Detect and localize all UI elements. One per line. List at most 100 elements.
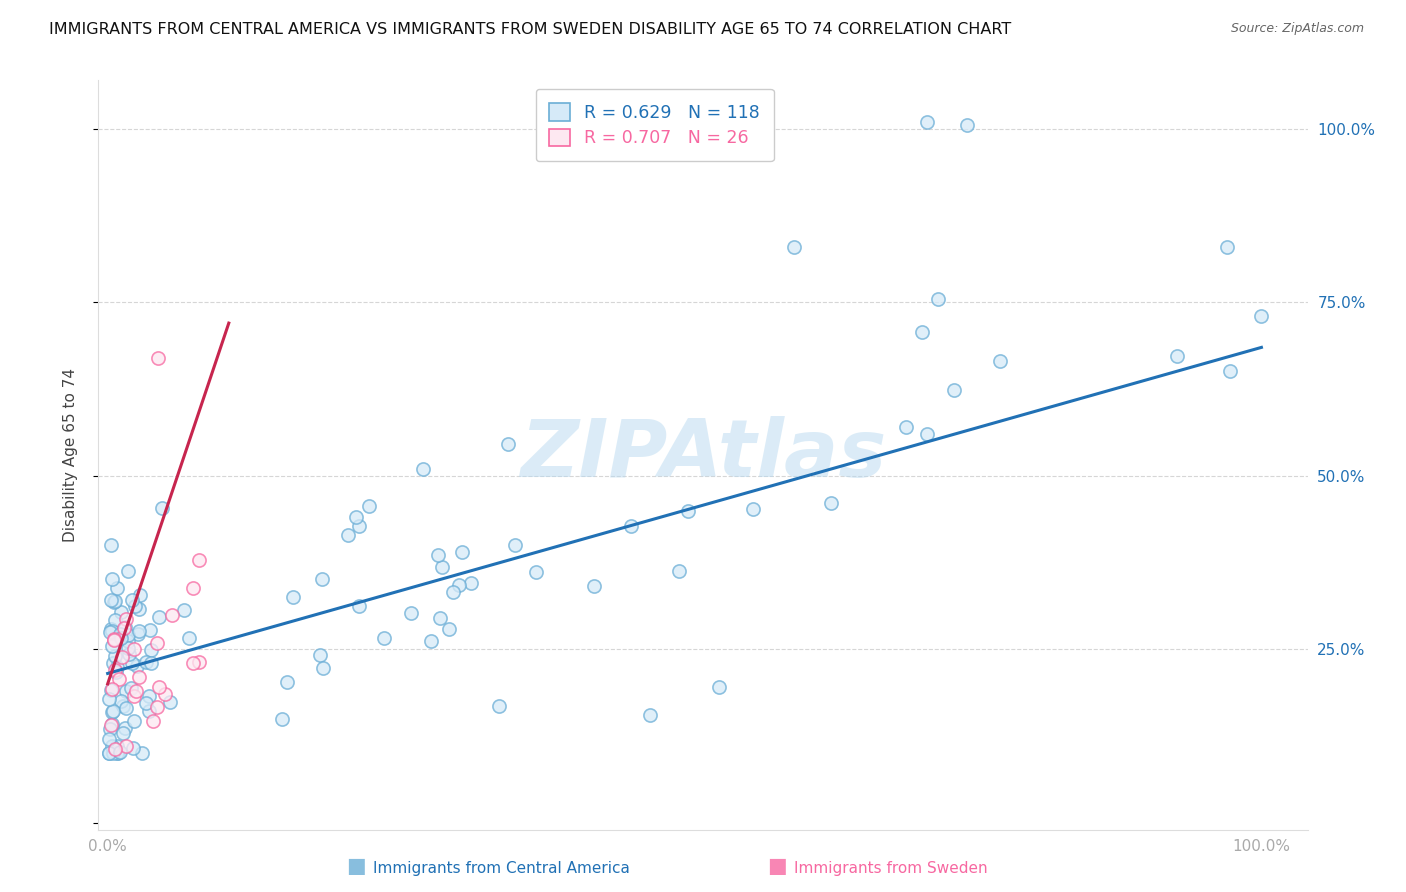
Point [344, 510, 367, 524]
Point [145, 636, 167, 650]
Point [181, 581, 204, 595]
Point [103, 594, 125, 608]
Point [121, 741, 143, 756]
Point [121, 656, 143, 670]
Point [105, 746, 128, 760]
Text: IMMIGRANTS FROM CENTRAL AMERICA VS IMMIGRANTS FROM SWEDEN DISABILITY AGE 65 TO 7: IMMIGRANTS FROM CENTRAL AMERICA VS IMMIG… [49, 22, 1011, 37]
Point [188, 552, 211, 566]
Point [1219, 364, 1241, 378]
Point [399, 606, 422, 620]
Point [98, 723, 121, 737]
Point [488, 698, 510, 713]
Point [131, 746, 153, 760]
Point [1216, 240, 1239, 254]
Point [98, 746, 121, 760]
Point [956, 119, 979, 133]
Point [104, 663, 127, 677]
Point [153, 687, 176, 701]
Point [124, 689, 146, 703]
Point [1250, 309, 1272, 323]
Point [347, 599, 370, 613]
Point [101, 624, 124, 638]
Point [441, 584, 464, 599]
Point [148, 610, 170, 624]
Point [620, 518, 643, 533]
Point [108, 627, 131, 641]
Point [97, 746, 120, 760]
Text: Immigrants from Central America: Immigrants from Central America [373, 861, 630, 876]
Point [98, 731, 121, 746]
Point [115, 700, 138, 714]
Point [676, 504, 699, 518]
Point [308, 648, 330, 662]
Point [707, 681, 730, 695]
Point [115, 627, 138, 641]
Text: Immigrants from Sweden: Immigrants from Sweden [794, 861, 988, 876]
Point [911, 326, 934, 340]
Point [125, 658, 148, 673]
Point [276, 674, 298, 689]
Point [437, 622, 460, 636]
Point [100, 683, 122, 698]
Text: ZIPAtlas: ZIPAtlas [520, 416, 886, 494]
Point [524, 565, 547, 579]
Point [281, 591, 304, 605]
Point [181, 657, 204, 671]
Point [101, 704, 124, 718]
Point [128, 624, 150, 639]
Point [139, 643, 162, 657]
Point [100, 718, 122, 732]
Point [104, 613, 127, 627]
Point [104, 648, 127, 663]
Point [110, 632, 132, 646]
Text: ■: ■ [346, 856, 366, 876]
Point [503, 538, 526, 552]
Point [173, 602, 195, 616]
Point [152, 500, 174, 515]
Point [105, 582, 128, 596]
Point [124, 714, 146, 728]
Text: Source: ZipAtlas.com: Source: ZipAtlas.com [1230, 22, 1364, 36]
Point [373, 631, 395, 645]
Point [100, 681, 122, 696]
Point [582, 579, 605, 593]
Point [638, 708, 661, 723]
Point [104, 742, 127, 756]
Point [117, 633, 139, 648]
Point [915, 427, 938, 442]
Point [447, 578, 470, 592]
Point [100, 593, 122, 607]
Point [943, 383, 966, 397]
Point [139, 624, 162, 638]
Point [311, 572, 333, 586]
Point [103, 657, 125, 671]
Point [117, 628, 139, 642]
Point [138, 689, 160, 703]
Point [894, 420, 917, 434]
Point [783, 240, 806, 254]
Point [128, 670, 150, 684]
Point [101, 716, 124, 731]
Point [148, 351, 170, 365]
Point [426, 548, 449, 562]
Point [336, 528, 359, 542]
Point [100, 537, 122, 551]
Point [135, 696, 157, 710]
Point [117, 641, 139, 656]
Point [103, 746, 125, 760]
Legend: R = 0.629   N = 118, R = 0.707   N = 26: R = 0.629 N = 118, R = 0.707 N = 26 [536, 89, 773, 161]
Y-axis label: Disability Age 65 to 74: Disability Age 65 to 74 [63, 368, 77, 542]
Point [105, 660, 128, 674]
Point [129, 589, 152, 603]
Point [138, 704, 160, 718]
Point [105, 739, 128, 753]
Point [359, 499, 381, 513]
Text: ■: ■ [768, 856, 787, 876]
Point [100, 639, 122, 653]
Point [927, 292, 949, 306]
Point [128, 602, 150, 616]
Point [668, 564, 690, 578]
Point [135, 655, 157, 669]
Point [112, 699, 135, 714]
Point [312, 660, 335, 674]
